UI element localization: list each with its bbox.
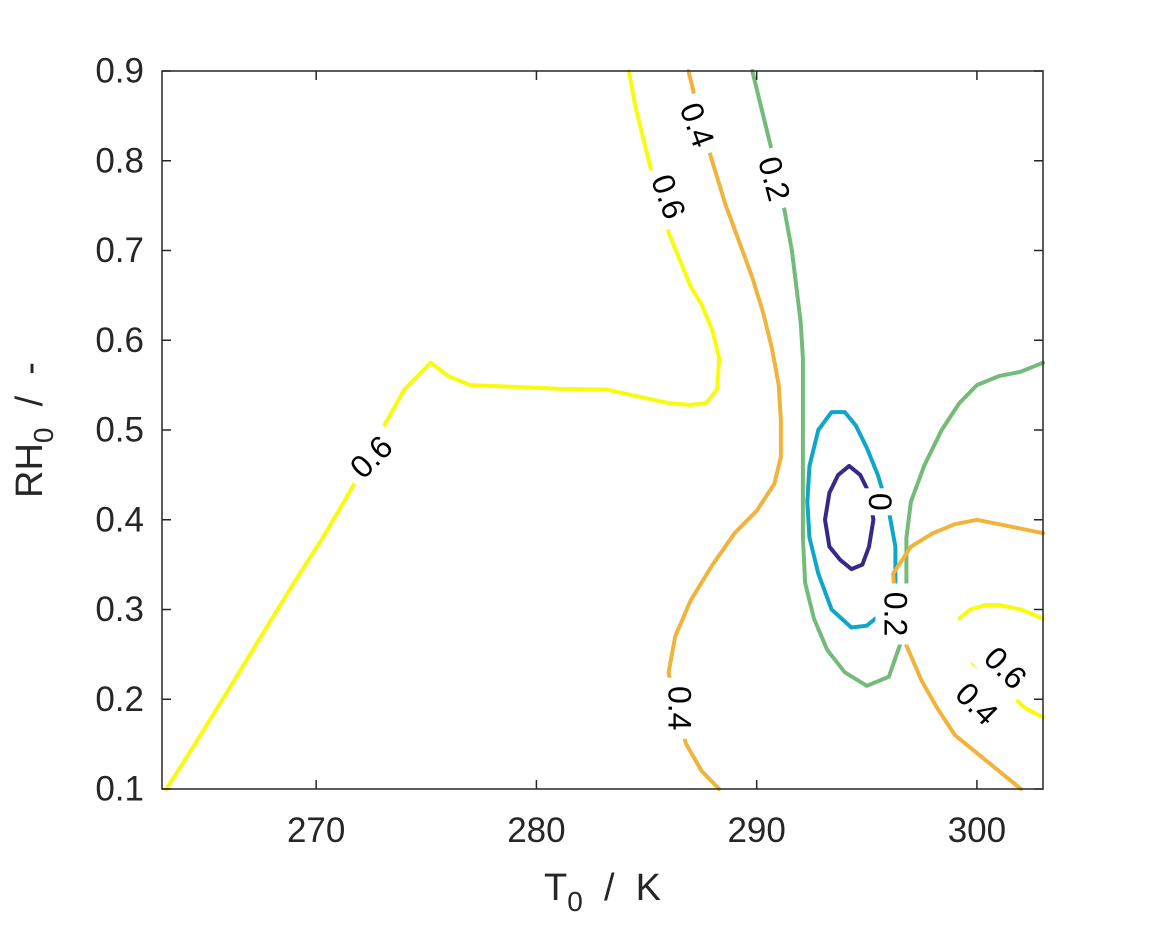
y-tick-label-3: 0.4 <box>95 500 144 539</box>
x-tick-label-1: 280 <box>507 811 565 850</box>
y-axis-label-main: RH <box>9 443 51 498</box>
x-tick-label-0: 270 <box>287 811 345 850</box>
axis-ticks: 270 280 290 300 0.1 0.2 0.3 0.4 0.5 0.6 0.7 0.8 0.9 <box>95 52 1043 850</box>
y-tick-label-1: 0.2 <box>95 680 144 719</box>
x-axis-label-main: T <box>544 867 567 909</box>
x-tick-label-2: 290 <box>727 811 785 850</box>
contour-label-background-4 <box>860 488 901 516</box>
y-axis-label-subscript: 0 <box>28 427 59 443</box>
y-tick-label-2: 0.3 <box>95 590 144 629</box>
x-axis-label-unit: / K <box>583 867 661 909</box>
x-axis-label-subscript: 0 <box>567 886 583 917</box>
y-tick-label-5: 0.6 <box>95 321 144 360</box>
y-axis-label: RH0 / - <box>9 362 59 498</box>
contour-label-5: 0.2 <box>877 592 913 636</box>
x-axis-label: T0 / K <box>544 867 661 917</box>
contour-line-level-0_6-6 <box>957 603 1045 621</box>
contour-label-background-5 <box>875 583 916 645</box>
contour-line-level-0_2-2 <box>750 69 1045 688</box>
y-tick-label-6: 0.7 <box>95 231 144 270</box>
contour-label-background-2 <box>667 89 727 161</box>
contour-line-level-0_6-0 <box>164 69 722 791</box>
x-tick-label-3: 300 <box>948 811 1006 850</box>
y-tick-label-0: 0.1 <box>95 770 144 809</box>
contour-label-background-0 <box>335 421 407 493</box>
y-tick-label-7: 0.8 <box>95 141 144 180</box>
y-axis-label-unit: / - <box>9 362 51 427</box>
contour-label-background-1 <box>639 161 698 233</box>
y-tick-label-4: 0.5 <box>95 411 144 450</box>
contour-labels: 0.60.60.40.200.20.60.40.4 <box>335 89 1042 740</box>
contour-label-background-7 <box>941 668 1013 740</box>
contour-label-4: 0 <box>862 493 898 511</box>
y-tick-label-8: 0.9 <box>95 52 144 91</box>
contour-line-level-0-4 <box>823 463 876 572</box>
contour-label-background-6 <box>969 632 1042 704</box>
contour-label-background-3 <box>747 144 802 214</box>
contour-label-8: 0.4 <box>662 686 698 730</box>
contour-label-background-8 <box>659 677 700 739</box>
